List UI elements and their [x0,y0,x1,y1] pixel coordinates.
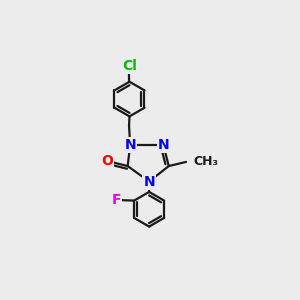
Text: F: F [112,193,121,207]
Text: Cl: Cl [122,59,137,73]
Text: N: N [143,175,155,188]
Text: CH₃: CH₃ [194,155,218,168]
Text: N: N [124,138,136,152]
Text: N: N [158,138,169,152]
Text: O: O [101,154,113,168]
